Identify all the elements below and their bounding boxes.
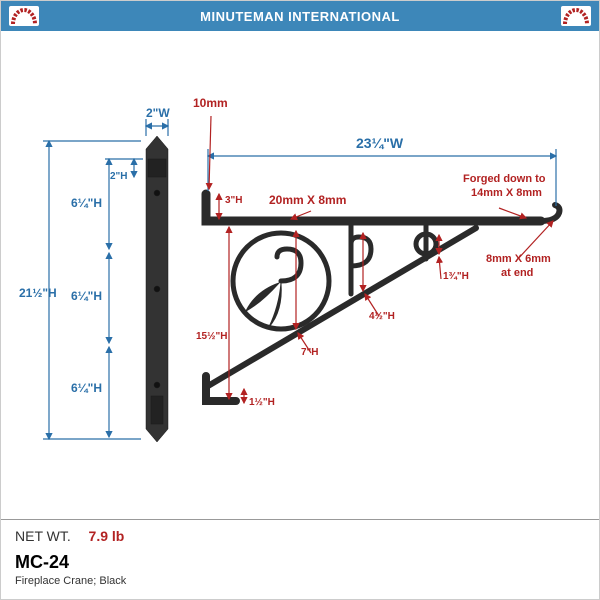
dim-end-2: at end [501,267,533,279]
dim-seg-2: 6¼"H [71,289,102,303]
dim-overall-height: 21½"H [19,286,57,300]
dim-forged-2: 14mm X 8mm [471,187,542,199]
dim-seg-3: 6¼"H [71,381,102,395]
dim-base-h: 1½"H [249,397,275,408]
header-title: MINUTEMAN INTERNATIONAL [39,9,561,24]
netwt-value: 7.9 lb [89,528,125,544]
dim-forged-1: Forged down to [463,173,545,185]
dim-top-height: 2"H [110,171,128,182]
dim-curl-h: 4½"H [369,311,395,322]
dim-ring-h: 1¾"H [443,271,469,282]
dim-arm-bar: 20mm X 8mm [269,193,346,207]
dim-l-arm-h: 3"H [225,195,243,206]
dim-arm-thickness: 10mm [193,96,228,110]
header-bar: MINUTEMAN INTERNATIONAL [1,1,599,31]
diagram-area: 21½"H 6¼"H 6¼"H 6¼"H 2"W 2"H 23¼"W 10mm … [1,31,599,521]
dim-bracket-h: 15½"H [196,331,227,342]
net-weight-row: NET WT. 7.9 lb [15,528,585,546]
dim-top-width: 2"W [146,106,170,120]
logo-left [9,6,39,26]
dim-end-1: 8mm X 6mm [486,253,551,265]
footer-area: NET WT. 7.9 lb MC-24 Fireplace Crane; Bl… [1,519,599,599]
dim-seg-1: 6¼"H [71,196,102,210]
dim-arm-width: 23¼"W [356,135,403,151]
product-sku: MC-24 [15,552,585,573]
netwt-label: NET WT. [15,528,71,544]
dim-scroll-h: 7"H [301,347,319,358]
logo-right [561,6,591,26]
page-container: MINUTEMAN INTERNATIONAL [0,0,600,600]
product-name: Fireplace Crane; Black [15,575,585,587]
